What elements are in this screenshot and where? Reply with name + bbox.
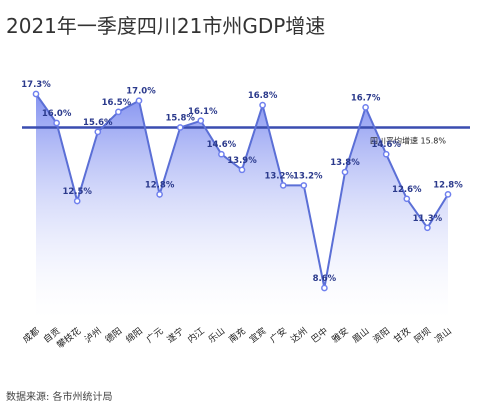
data-point (259, 101, 266, 109)
data-point (156, 191, 163, 198)
data-label: 15.8% (165, 113, 195, 123)
data-label: 12.8% (145, 180, 175, 190)
data-label: 13.8% (330, 158, 360, 168)
data-label: 15.6% (83, 118, 113, 128)
x-tick-label: 眉山 (350, 326, 371, 346)
data-label: 14.6% (207, 140, 237, 150)
x-tick-label: 甘孜 (391, 325, 413, 346)
data-label: 17.3% (21, 80, 51, 90)
x-tick-label: 乐山 (206, 325, 228, 346)
data-label: 16.1% (188, 107, 218, 117)
data-label: 16.5% (102, 98, 132, 108)
data-point (403, 195, 411, 203)
area-fill (36, 94, 448, 318)
average-line-label: 四川平均增速 15.8% (370, 135, 446, 145)
x-tick-label: 宜宾 (247, 325, 269, 346)
data-label: 17.0% (126, 87, 156, 97)
data-point (176, 124, 184, 131)
x-tick-label: 达州 (288, 325, 310, 346)
x-tick-label: 绵阳 (123, 325, 145, 346)
x-tick-label: 雅安 (329, 325, 351, 346)
data-point (53, 119, 60, 127)
x-tick-label: 阿坝 (412, 326, 433, 346)
data-label: 16.7% (351, 93, 381, 103)
x-tick-label: 德阳 (103, 325, 125, 346)
x-tick-label: 攀枝花 (54, 325, 83, 351)
data-label: 14.6% (371, 140, 401, 150)
x-tick-label: 泸州 (83, 326, 104, 346)
x-tick-label: 凉山 (432, 325, 454, 346)
data-point (32, 90, 40, 98)
data-point (382, 150, 390, 158)
data-point (362, 104, 369, 111)
data-point (444, 191, 452, 198)
data-source-note: 数据来源: 各市州统计局 (6, 392, 113, 403)
data-point (341, 168, 349, 176)
data-point (300, 182, 308, 189)
data-point (424, 224, 431, 232)
data-label: 11.3% (413, 214, 443, 224)
x-tick-label: 广安 (267, 325, 289, 346)
data-point (115, 108, 122, 116)
x-tick-label: 广元 (144, 325, 166, 346)
data-point (321, 284, 328, 292)
data-label: 13.9% (227, 156, 257, 166)
x-tick-label: 巴中 (309, 325, 331, 346)
x-tick-label: 遂宁 (164, 325, 186, 346)
x-tick-label: 南充 (226, 325, 248, 346)
data-label: 13.2% (293, 171, 323, 181)
data-point (238, 166, 246, 174)
data-label: 12.8% (433, 180, 463, 190)
x-tick-label: 内江 (185, 325, 207, 346)
data-label: 16.8% (248, 91, 278, 101)
data-point (197, 117, 205, 125)
data-point (94, 128, 102, 136)
data-point (135, 97, 143, 105)
data-label: 8.6% (313, 274, 337, 284)
x-tick-label: 成都 (20, 325, 42, 346)
chart-title: 2021年一季度四川21市州GDP增速 (6, 14, 326, 38)
data-point (279, 182, 287, 189)
data-label: 13.2% (264, 171, 294, 181)
data-label: 12.6% (392, 185, 422, 195)
data-point (73, 197, 81, 205)
x-tick-label: 资阳 (371, 326, 392, 346)
data-label: 16.0% (42, 109, 72, 119)
data-point (218, 150, 225, 158)
data-label: 12.5% (62, 187, 92, 197)
